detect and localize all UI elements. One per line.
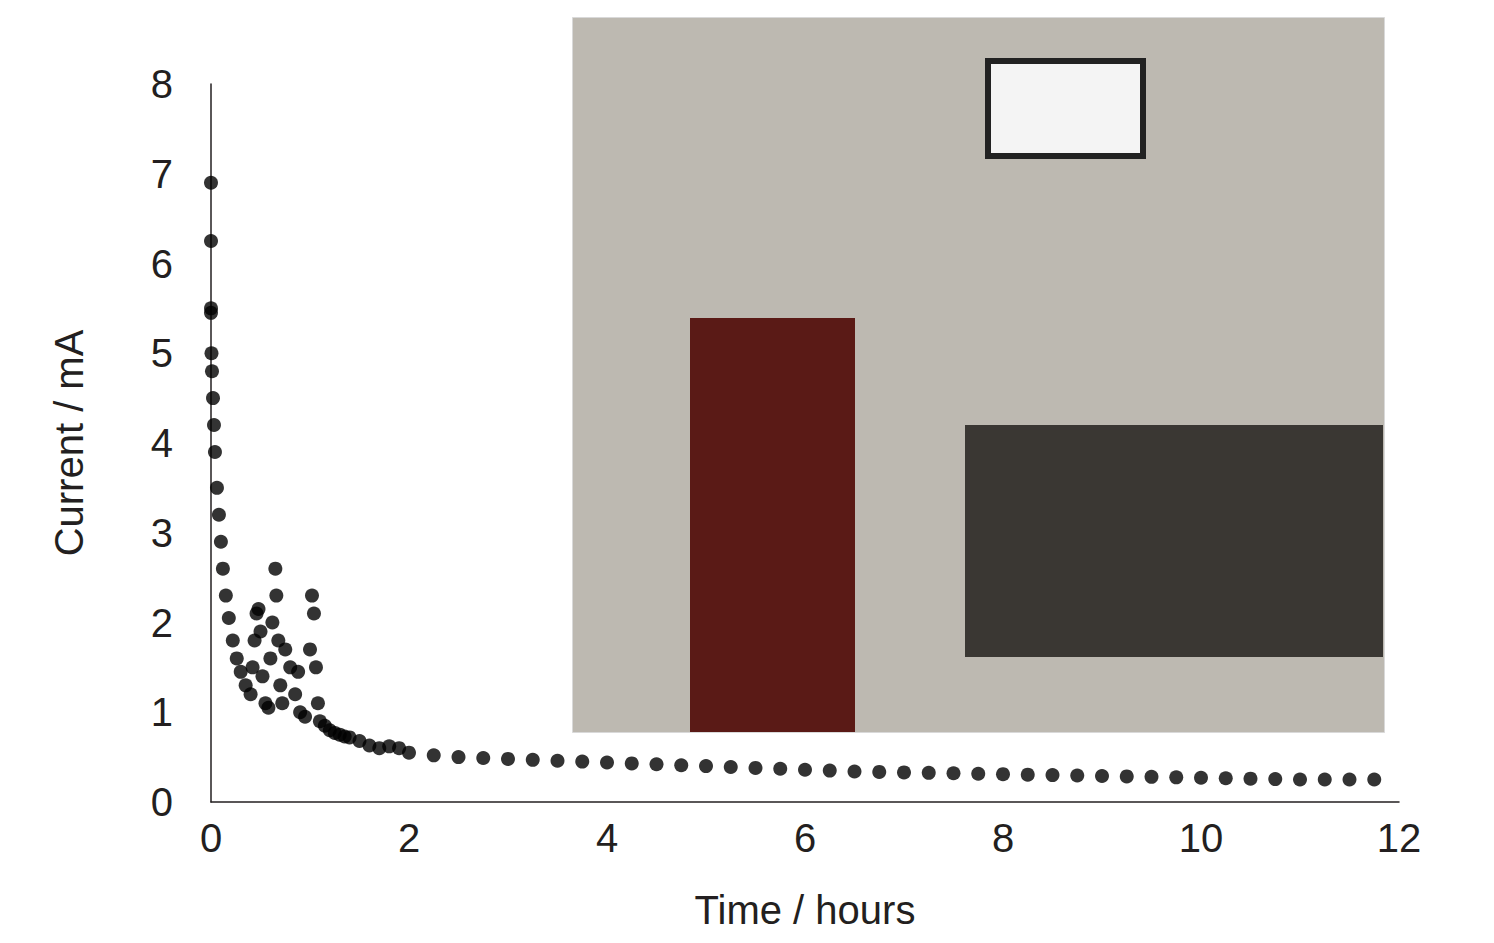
svg-text:2: 2 (151, 601, 173, 645)
svg-text:3: 3 (151, 511, 173, 555)
svg-text:2: 2 (398, 816, 420, 860)
svg-text:0: 0 (200, 816, 222, 860)
svg-text:1: 1 (151, 690, 173, 734)
svg-text:10: 10 (1179, 816, 1224, 860)
svg-text:7: 7 (151, 152, 173, 196)
svg-text:5: 5 (151, 331, 173, 375)
svg-text:4: 4 (151, 421, 173, 465)
svg-text:6: 6 (151, 242, 173, 286)
svg-text:Time / hours: Time / hours (695, 888, 916, 932)
svg-text:4: 4 (596, 816, 618, 860)
svg-text:8: 8 (151, 62, 173, 106)
svg-text:8: 8 (992, 816, 1014, 860)
svg-text:12: 12 (1377, 816, 1422, 860)
svg-text:Current / mA: Current / mA (47, 329, 91, 556)
svg-text:0: 0 (151, 780, 173, 824)
svg-text:6: 6 (794, 816, 816, 860)
